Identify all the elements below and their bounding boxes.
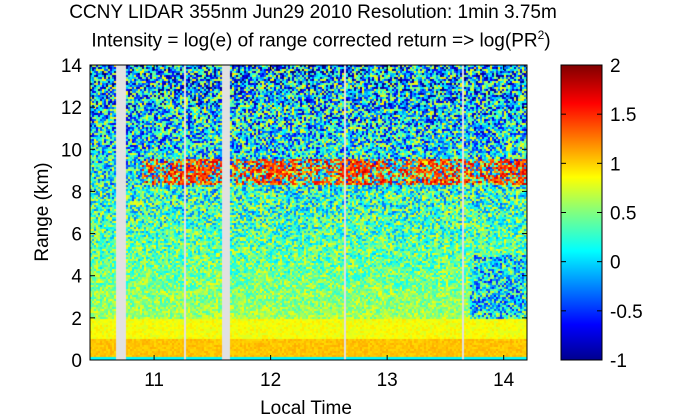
colorbar-axis: -1 -0.5 0 0.5 1 1.5 2 bbox=[561, 56, 643, 372]
colorbar-tick-label: 0 bbox=[610, 253, 621, 274]
colorbar-tick-label: 1.5 bbox=[610, 105, 636, 126]
x-axis: 11 12 13 14 bbox=[144, 65, 515, 391]
y-axis-label: Range (km) bbox=[32, 162, 53, 261]
subtitle-text: Intensity = log(e) of range corrected re… bbox=[91, 30, 538, 52]
y-tick-label: 10 bbox=[61, 140, 82, 161]
colorbar-tick-label: -1 bbox=[610, 351, 627, 372]
y-tick-label: 12 bbox=[61, 98, 82, 119]
subtitle-superscript: 2 bbox=[537, 28, 545, 42]
x-tick-label: 13 bbox=[377, 370, 398, 391]
chart-title: CCNY LIDAR 355nm Jun29 2010 Resolution: … bbox=[69, 2, 557, 23]
y-tick-label: 2 bbox=[71, 309, 82, 330]
y-tick-label: 14 bbox=[61, 56, 83, 77]
heatmap-raster bbox=[90, 65, 527, 360]
x-tick-label: 14 bbox=[493, 370, 515, 391]
y-tick-label: 4 bbox=[71, 267, 82, 288]
x-tick-label: 11 bbox=[144, 370, 164, 391]
colorbar-tick-label: 2 bbox=[610, 56, 621, 77]
plot-frame bbox=[89, 64, 528, 361]
colorbar-tick-label: -0.5 bbox=[610, 302, 643, 323]
colorbar-tick-label: 0.5 bbox=[610, 204, 636, 225]
chart-subtitle: Intensity = log(e) of range corrected re… bbox=[6, 28, 636, 52]
heatmap-image bbox=[90, 65, 527, 360]
y-tick-label: 8 bbox=[71, 182, 82, 203]
colorbar bbox=[560, 64, 603, 361]
x-tick-label: 12 bbox=[260, 370, 281, 391]
y-axis: 0 2 4 6 8 10 12 14 bbox=[61, 56, 527, 372]
colorbar-tick-label: 1 bbox=[610, 154, 621, 175]
x-axis-label: Local Time bbox=[260, 398, 352, 419]
subtitle-close: ) bbox=[544, 30, 551, 52]
y-tick-label: 6 bbox=[71, 225, 82, 246]
y-tick-label: 0 bbox=[71, 351, 82, 372]
